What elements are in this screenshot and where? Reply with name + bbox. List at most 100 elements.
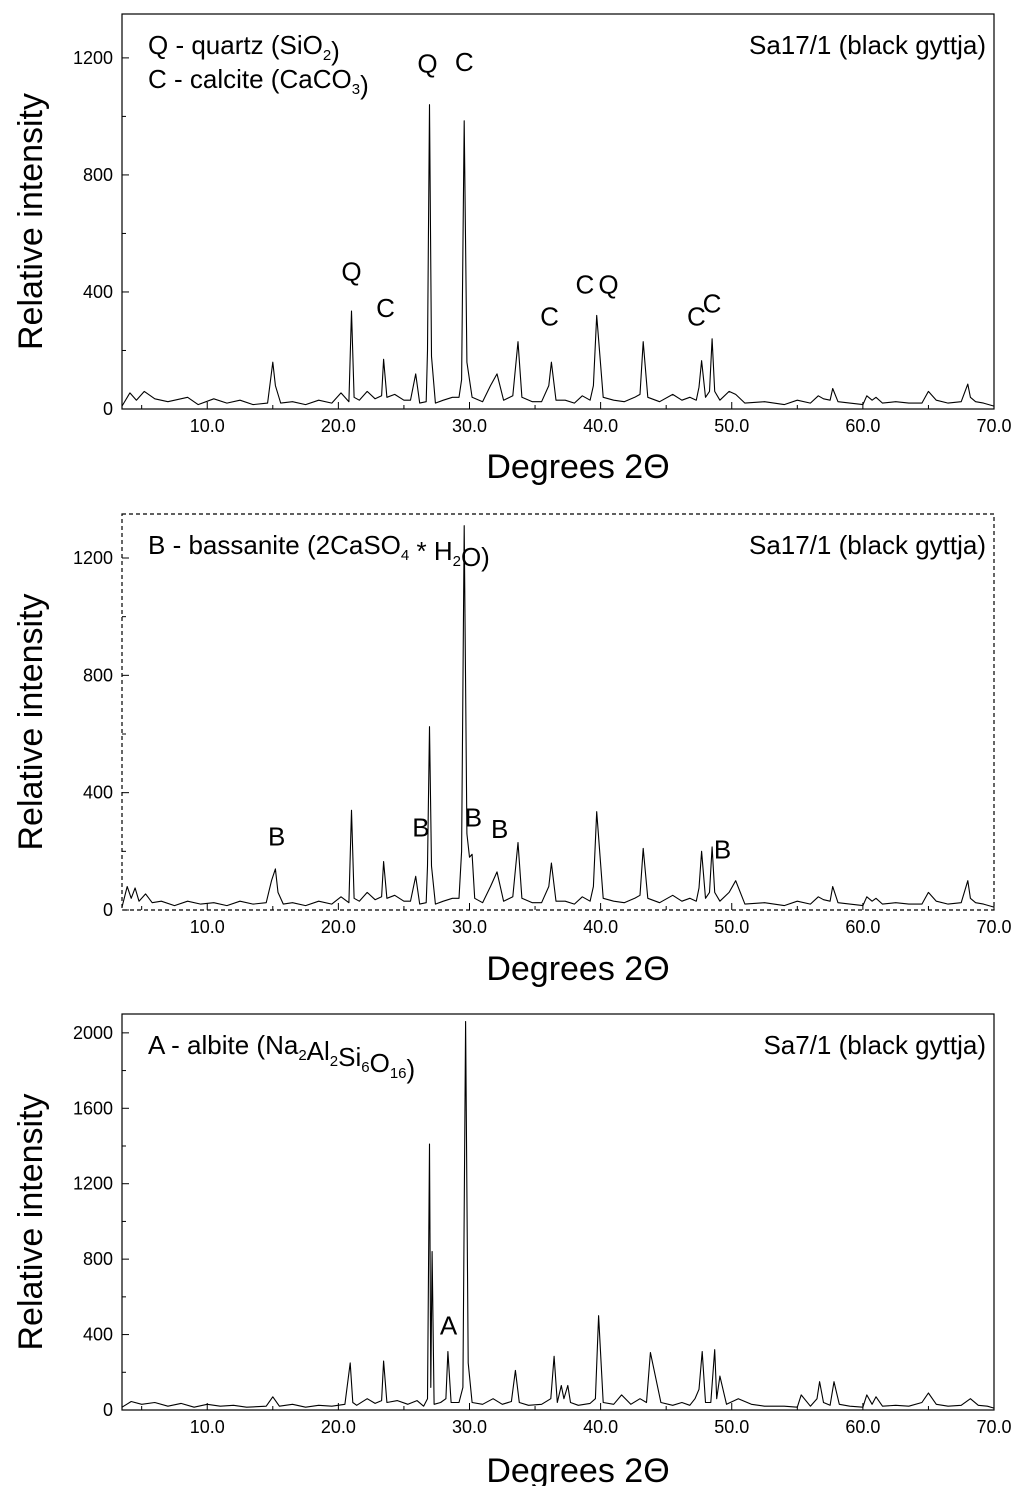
x-tick-label: 40.0 (583, 1417, 618, 1437)
peak-label: B (714, 835, 731, 865)
formula-part: * H (409, 536, 452, 566)
x-tick-label: 50.0 (714, 416, 749, 436)
formula-subscript: 4 (401, 547, 409, 564)
plot-frame (121, 13, 995, 410)
formula-subscript: 16 (390, 1065, 407, 1082)
y-tick-label: 400 (83, 282, 113, 302)
x-tick-label: 20.0 (321, 416, 356, 436)
peak-label: B (412, 813, 429, 843)
formula-part: Si (338, 1042, 361, 1072)
legend-close: ) (407, 1054, 416, 1084)
peak-label: C (376, 293, 395, 323)
chart-panel-3: 10.0 20.0 30.0 40.0 50.0 60.0 70.0 0 400 800 1200 1… (12, 1013, 1012, 1486)
y-tick-label: 1200 (73, 548, 113, 568)
legend-line: C - calcite (CaCO3) (148, 64, 369, 100)
legend-line: B - bassanite (2CaSO4 * H2O) (148, 530, 490, 572)
x-tick-label: 60.0 (845, 1417, 880, 1437)
legend-code: Q (148, 30, 168, 60)
diffraction-trace (121, 525, 995, 908)
x-tick-label: 10.0 (190, 1417, 225, 1437)
legend-close: ) (481, 542, 490, 572)
plot-frame (121, 1013, 995, 1411)
y-tick-label: 400 (83, 783, 113, 803)
y-tick-label: 0 (103, 1400, 113, 1420)
peak-label: Q (341, 256, 361, 286)
y-tick-label: 800 (83, 665, 113, 685)
chart-panel-2: 10.0 20.0 30.0 40.0 50.0 60.0 70.0 0 400 800 1200 D… (12, 513, 1012, 988)
x-tick-label: 40.0 (583, 917, 618, 937)
peak-label: C (703, 288, 722, 318)
sample-label: Sa7/1 (black gyttja) (763, 1030, 986, 1060)
x-tick-label: 70.0 (976, 416, 1011, 436)
formula-part: O (461, 542, 481, 572)
y-axis: 0 400 800 1200 1600 2000 (73, 1023, 129, 1420)
x-axis-title: Degrees 2Θ (486, 448, 669, 486)
y-axis: 0 400 800 1200 (73, 48, 129, 419)
formula-part: Al (307, 1036, 330, 1066)
formula-subscript: 2 (330, 1053, 338, 1070)
y-tick-label: 1600 (73, 1098, 113, 1118)
legend-close: ) (331, 36, 340, 66)
legend-code: B (148, 530, 165, 560)
peak-label: C (575, 269, 594, 299)
x-tick-label: 10.0 (190, 917, 225, 937)
y-tick-label: 2000 (73, 1023, 113, 1043)
y-tick-label: 1200 (73, 1174, 113, 1194)
y-tick-label: 800 (83, 165, 113, 185)
x-tick-label: 60.0 (845, 917, 880, 937)
x-tick-label: 30.0 (452, 917, 487, 937)
legend-code: C (148, 64, 167, 94)
peak-label: C (455, 47, 474, 77)
legend-line: Q - quartz (SiO2) (148, 30, 340, 66)
y-axis-title: Relative intensity (12, 93, 50, 350)
x-tick-label: 50.0 (714, 1417, 749, 1437)
sample-label: Sa17/1 (black gyttja) (749, 30, 986, 60)
peak-label: A (440, 1311, 458, 1341)
x-tick-label: 40.0 (583, 416, 618, 436)
peak-label: B (491, 814, 508, 844)
formula-part: 2CaSO (316, 530, 401, 560)
x-tick-label: 30.0 (452, 416, 487, 436)
formula-subscript: 6 (361, 1059, 369, 1076)
y-tick-label: 800 (83, 1249, 113, 1269)
x-axis: 10.0 20.0 30.0 40.0 50.0 60.0 70.0 (141, 903, 1012, 937)
legend-line: A - albite (Na2Al2Si6O16) (148, 1030, 415, 1084)
legend-mineral: - bassanite ( (165, 530, 316, 560)
x-tick-label: 70.0 (976, 1417, 1011, 1437)
peak-label: Q (598, 269, 618, 299)
formula-part: Na (265, 1030, 299, 1060)
legend-close: ) (360, 70, 369, 100)
y-tick-label: 1200 (73, 48, 113, 68)
formula-subscript: 2 (453, 553, 461, 570)
diffraction-trace (121, 1020, 995, 1409)
formula-subscript: 3 (352, 81, 360, 98)
formula-subscript: 2 (298, 1047, 306, 1064)
peak-label: C (687, 302, 706, 332)
formula-part: O (370, 1048, 390, 1078)
chart-panel-1: 10.0 20.0 30.0 40.0 50.0 60.0 70.0 0 400 800 1200 D… (12, 13, 1012, 486)
peak-label: C (540, 302, 559, 332)
peak-label: Q (417, 49, 437, 79)
x-axis: 10.0 20.0 30.0 40.0 50.0 60.0 70.0 (141, 1403, 1012, 1437)
x-tick-label: 50.0 (714, 917, 749, 937)
y-tick-label: 0 (103, 399, 113, 419)
legend-code: A (148, 1030, 166, 1060)
formula-part: SiO (279, 30, 322, 60)
x-axis: 10.0 20.0 30.0 40.0 50.0 60.0 70.0 (141, 402, 1012, 436)
x-axis-title: Degrees 2Θ (486, 1452, 669, 1486)
x-tick-label: 10.0 (190, 416, 225, 436)
x-axis-title: Degrees 2Θ (486, 950, 669, 988)
formula-subscript: 2 (323, 47, 331, 64)
sample-label: Sa17/1 (black gyttja) (749, 530, 986, 560)
x-tick-label: 30.0 (452, 1417, 487, 1437)
y-tick-label: 400 (83, 1325, 113, 1345)
y-axis-title: Relative intensity (12, 1093, 50, 1350)
legend-mineral: - albite ( (164, 1030, 265, 1060)
y-axis-title: Relative intensity (12, 593, 50, 850)
legend-mineral: - calcite ( (167, 64, 280, 94)
x-tick-label: 70.0 (976, 917, 1011, 937)
plot-frame (121, 513, 995, 911)
formula-part: CaCO (279, 64, 351, 94)
legend-mineral: - quartz ( (168, 30, 280, 60)
y-axis: 0 400 800 1200 (73, 548, 129, 920)
